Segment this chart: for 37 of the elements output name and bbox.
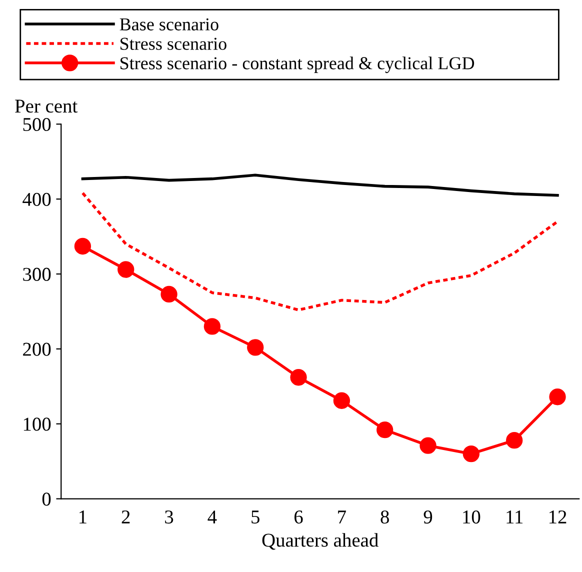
- x-tick-label: 12: [549, 510, 566, 524]
- point: [290, 369, 307, 386]
- point: [462, 445, 480, 462]
- y-tick-label: 200: [23, 342, 51, 356]
- point: [118, 261, 134, 278]
- x-tick-label: 1: [80, 510, 86, 524]
- x-tick-label: 8: [380, 510, 389, 524]
- point: [376, 422, 394, 438]
- point: [549, 388, 566, 406]
- y-tick-label: 300: [23, 268, 51, 281]
- x-tick-label: 2: [122, 510, 130, 524]
- point: [420, 437, 436, 454]
- y-tick-label: 500: [23, 118, 51, 132]
- x-tick-label: 5: [252, 510, 260, 524]
- y-tick-label: 100: [24, 418, 51, 431]
- x-tick-label: 10: [463, 510, 480, 524]
- x-tick-label: 7: [338, 510, 346, 524]
- x-tick-label: 11: [506, 510, 523, 524]
- x-tick-label: 9: [424, 510, 432, 524]
- point: [506, 432, 523, 449]
- y-axis-title: Per cent: [15, 100, 78, 113]
- point: [333, 392, 350, 409]
- legend-label: Base scenario: [120, 18, 218, 30]
- y-tick-label: 400: [22, 192, 51, 206]
- point: [160, 286, 178, 303]
- x-tick-label: 3: [165, 510, 174, 524]
- x-tick-label: 6: [294, 510, 303, 524]
- line-series: [81, 174, 559, 197]
- legend-label: Stress scenario: [120, 38, 226, 50]
- x-tick-label: 4: [208, 510, 217, 524]
- point: [204, 318, 221, 335]
- point: [247, 339, 264, 356]
- y-tick-label: 0: [42, 492, 51, 506]
- legend-label: Stress scenario - constant spread & cyclical LGD: [120, 56, 474, 74]
- point: [74, 238, 92, 255]
- x-axis-title: Quarters ahead: [262, 533, 378, 550]
- line-series: [81, 192, 559, 312]
